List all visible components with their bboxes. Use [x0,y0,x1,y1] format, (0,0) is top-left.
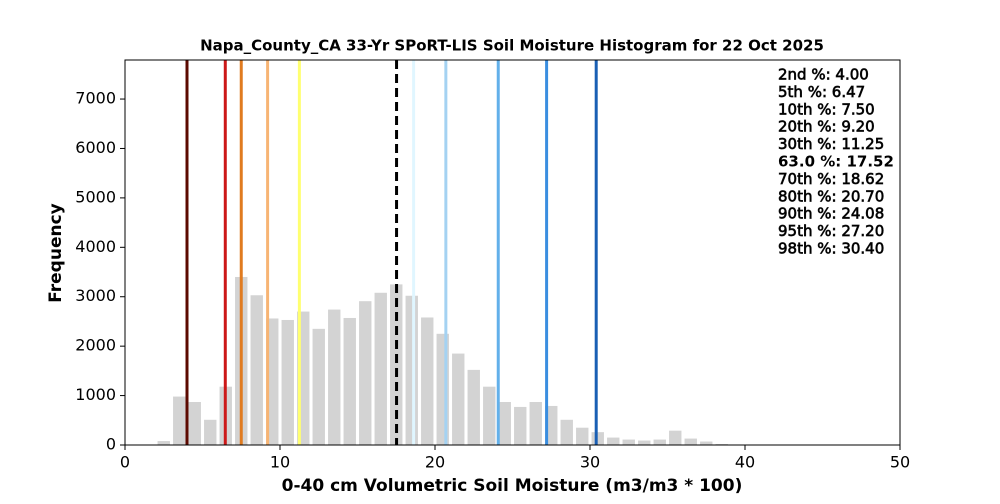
bar [251,295,263,445]
chart-title: Napa_County_CA 33-Yr SPoRT-LIS Soil Mois… [200,37,824,55]
legend-label: 70th %: 18.62 [778,170,884,188]
legend-label: 5th %: 6.47 [778,83,865,101]
bar [561,420,573,445]
y-tick-label: 2000 [75,336,116,355]
bar [483,387,495,445]
bar [359,301,371,445]
legend-label: 2nd %: 4.00 [778,66,869,84]
y-tick-label: 0 [106,435,116,454]
bar [158,441,170,445]
bar [406,296,418,445]
bar [452,354,464,445]
bar [530,402,542,445]
bar [173,397,185,445]
y-tick-label: 5000 [75,187,116,206]
x-tick-label: 10 [270,453,290,472]
legend-label: 63.0 %: 17.52 [778,153,894,171]
bar [623,440,635,445]
bar [313,329,325,445]
bar [421,317,433,445]
bar [607,438,619,445]
bar [499,402,511,445]
y-tick-label: 4000 [75,237,116,256]
legend-label: 20th %: 9.20 [778,118,875,136]
bar [468,370,480,445]
y-axis-label: Frequency [46,203,66,303]
x-tick-label: 20 [425,453,445,472]
bar [189,402,201,445]
x-tick-label: 40 [735,453,755,472]
bar [514,407,526,445]
y-tick-label: 3000 [75,286,116,305]
bar [576,428,588,445]
bar [654,440,666,445]
y-tick-label: 7000 [75,89,116,108]
legend-label: 95th %: 27.20 [778,222,884,240]
legend-label: 10th %: 7.50 [778,100,875,118]
bar [592,432,604,445]
x-tick-label: 30 [580,453,600,472]
bar [669,431,681,445]
bar [700,442,712,445]
bar [282,320,294,445]
legend-label: 30th %: 11.25 [778,135,884,153]
bar [204,420,216,445]
legend-label: 80th %: 20.70 [778,187,884,205]
bar [328,310,340,445]
legend-label: 90th %: 24.08 [778,205,884,223]
bar [390,284,402,445]
y-tick-label: 6000 [75,138,116,157]
legend-label: 98th %: 30.40 [778,240,884,258]
y-tick-label: 1000 [75,385,116,404]
bar [375,293,387,445]
x-tick-label: 50 [890,453,910,472]
x-axis-label: 0-40 cm Volumetric Soil Moisture (m3/m3 … [282,476,743,496]
x-tick-label: 0 [120,453,130,472]
bar [344,318,356,445]
bar [638,441,650,445]
bar [685,439,697,445]
